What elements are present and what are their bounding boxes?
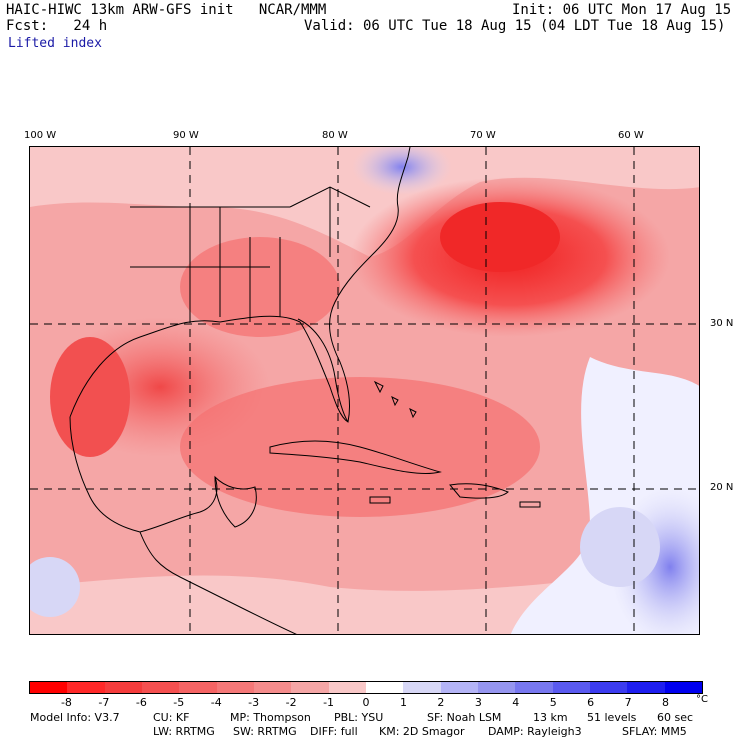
colorbar-segment	[179, 682, 217, 693]
colorbar-tick-label: -1	[323, 696, 335, 709]
colorbar-segment	[552, 682, 590, 693]
colorbar-tick-label: -6	[135, 696, 147, 709]
colorbar-segment	[627, 682, 665, 693]
model-info-lw: LW: RRTMG	[153, 725, 215, 738]
lat-label-20n: 20 N	[710, 482, 734, 493]
colorbar-tick-label: 5	[549, 696, 557, 709]
forecast-hour: Fcst: 24 h	[6, 18, 108, 34]
lon-label-100w: 100 W	[24, 130, 57, 141]
colorbar-tick-label: 4	[512, 696, 520, 709]
colorbar-segment	[403, 682, 441, 693]
colorbar-tick-label: -2	[285, 696, 297, 709]
model-info-sw: SW: RRTMG	[233, 725, 297, 738]
valid-time: Valid: 06 UTC Tue 18 Aug 15 (04 LDT Tue …	[304, 18, 726, 34]
model-info-pbl: PBL: YSU	[334, 711, 384, 724]
model-info-res: 13 km	[533, 711, 568, 724]
model-info-version: Model Info: V3.7	[30, 711, 120, 724]
coastlines	[69, 147, 541, 634]
field-blue-se	[580, 507, 660, 587]
bahamas-outline	[373, 380, 417, 419]
colorbar-tick-label: -4	[210, 696, 222, 709]
field-red-southeast	[180, 237, 340, 337]
cuba-outline	[269, 440, 442, 475]
lon-label-90w: 90 W	[173, 130, 199, 141]
model-info-diff: DIFF: full	[310, 725, 358, 738]
colorbar-segment	[328, 682, 366, 693]
model-info-levels: 51 levels	[587, 711, 637, 724]
colorbar-segment	[141, 682, 180, 693]
model-info-damp: DAMP: Rayleigh3	[488, 725, 582, 738]
colorbar-tick-label: 6	[587, 696, 595, 709]
yucatan-outline	[214, 475, 257, 528]
colorbar-tick-label: 3	[474, 696, 482, 709]
us-gulf-coast	[69, 147, 411, 423]
lon-label-60w: 60 W	[618, 130, 644, 141]
model-info-sflay: SFLAY: MM5	[622, 725, 687, 738]
central-america-coast	[139, 531, 297, 634]
lon-label-80w: 80 W	[322, 130, 348, 141]
lat-label-30n: 30 N	[710, 318, 734, 329]
puerto-rico-outline	[519, 501, 541, 508]
florida-outline	[297, 318, 349, 423]
field-red-atlantic-core	[440, 202, 560, 272]
colorbar-segment	[291, 682, 329, 693]
map-canvas	[30, 147, 699, 634]
colorbar-unit: °C	[696, 694, 708, 705]
colorbar-tick-label: 8	[662, 696, 670, 709]
colorbar-segment	[67, 682, 105, 693]
colorbar-segment	[365, 682, 404, 693]
colorbar-tick-label: 1	[399, 696, 407, 709]
hispaniola-outline	[449, 483, 509, 499]
mexico-coast	[69, 416, 218, 533]
field-name: Lifted index	[8, 36, 102, 51]
model-info-timestep: 60 sec	[657, 711, 694, 724]
field-blue-chesapeake	[352, 147, 452, 195]
colorbar-tick-label: -3	[248, 696, 260, 709]
lon-label-70w: 70 W	[470, 130, 496, 141]
colorbar-segment	[664, 682, 702, 693]
colorbar-tick-label: 2	[437, 696, 445, 709]
jamaica-outline	[369, 496, 391, 504]
model-info-km: KM: 2D Smagor	[379, 725, 465, 738]
model-info-mp: MP: Thompson	[230, 711, 311, 724]
model-info-cu: CU: KF	[153, 711, 190, 724]
field-red-mexico	[50, 337, 130, 457]
colorbar-segment	[30, 682, 68, 693]
colorbar-tick-label: -7	[98, 696, 110, 709]
colorbar-segment	[515, 682, 553, 693]
colorbar-segment	[216, 682, 254, 693]
colorbar-segment	[440, 682, 478, 693]
init-time: Init: 06 UTC Mon 17 Aug 15	[512, 2, 732, 18]
colorbar-tick-label: 7	[624, 696, 632, 709]
model-title: HAIC-HIWC 13km ARW-GFS init NCAR/MMM	[6, 2, 327, 18]
field-blue-pacific	[30, 557, 80, 617]
colorbar-segment	[477, 682, 516, 693]
lifted-index-map	[29, 146, 700, 635]
graticule	[30, 147, 699, 634]
model-info-sf: SF: Noah LSM	[427, 711, 502, 724]
colorbar-segment	[253, 682, 292, 693]
colorbar	[29, 681, 703, 694]
colorbar-tick-label: -8	[60, 696, 72, 709]
colorbar-tick-label: 0	[362, 696, 370, 709]
field-light-north	[30, 147, 699, 257]
colorbar-segment	[589, 682, 628, 693]
colorbar-tick-label: -5	[173, 696, 185, 709]
colorbar-segment	[104, 682, 142, 693]
